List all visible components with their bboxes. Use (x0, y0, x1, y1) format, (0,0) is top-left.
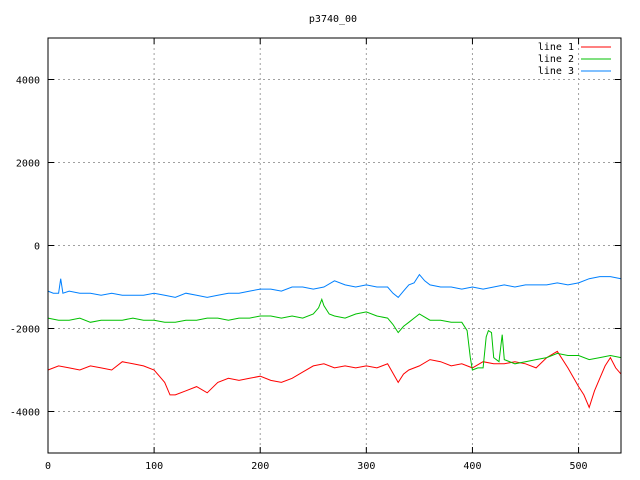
x-tick-label: 100 (145, 461, 163, 472)
y-tick-label: -4000 (10, 408, 40, 419)
y-tick-label: 4000 (16, 76, 40, 87)
y-tick-label: -2000 (10, 325, 40, 336)
x-tick-label: 300 (357, 461, 375, 472)
y-tick-label: 0 (34, 242, 40, 253)
x-tick-label: 0 (45, 461, 51, 472)
chart-title: p3740_00 (309, 14, 357, 25)
axes: 0 100 200 300 400 500 -4000 -2000 0 2000 4000 (10, 38, 621, 472)
legend-label: line 1 (538, 42, 574, 53)
series-lines (47, 273, 622, 409)
grid (48, 38, 621, 453)
series-line-1 (47, 350, 622, 409)
legend-label: line 2 (538, 54, 574, 65)
x-tick-label: 500 (570, 461, 588, 472)
series-line-3 (47, 273, 622, 299)
y-tick-label: 2000 (16, 159, 40, 170)
series-line-2 (47, 297, 622, 371)
x-tick-label: 400 (463, 461, 481, 472)
x-tick-label: 200 (251, 461, 269, 472)
legend-label: line 3 (538, 66, 574, 77)
